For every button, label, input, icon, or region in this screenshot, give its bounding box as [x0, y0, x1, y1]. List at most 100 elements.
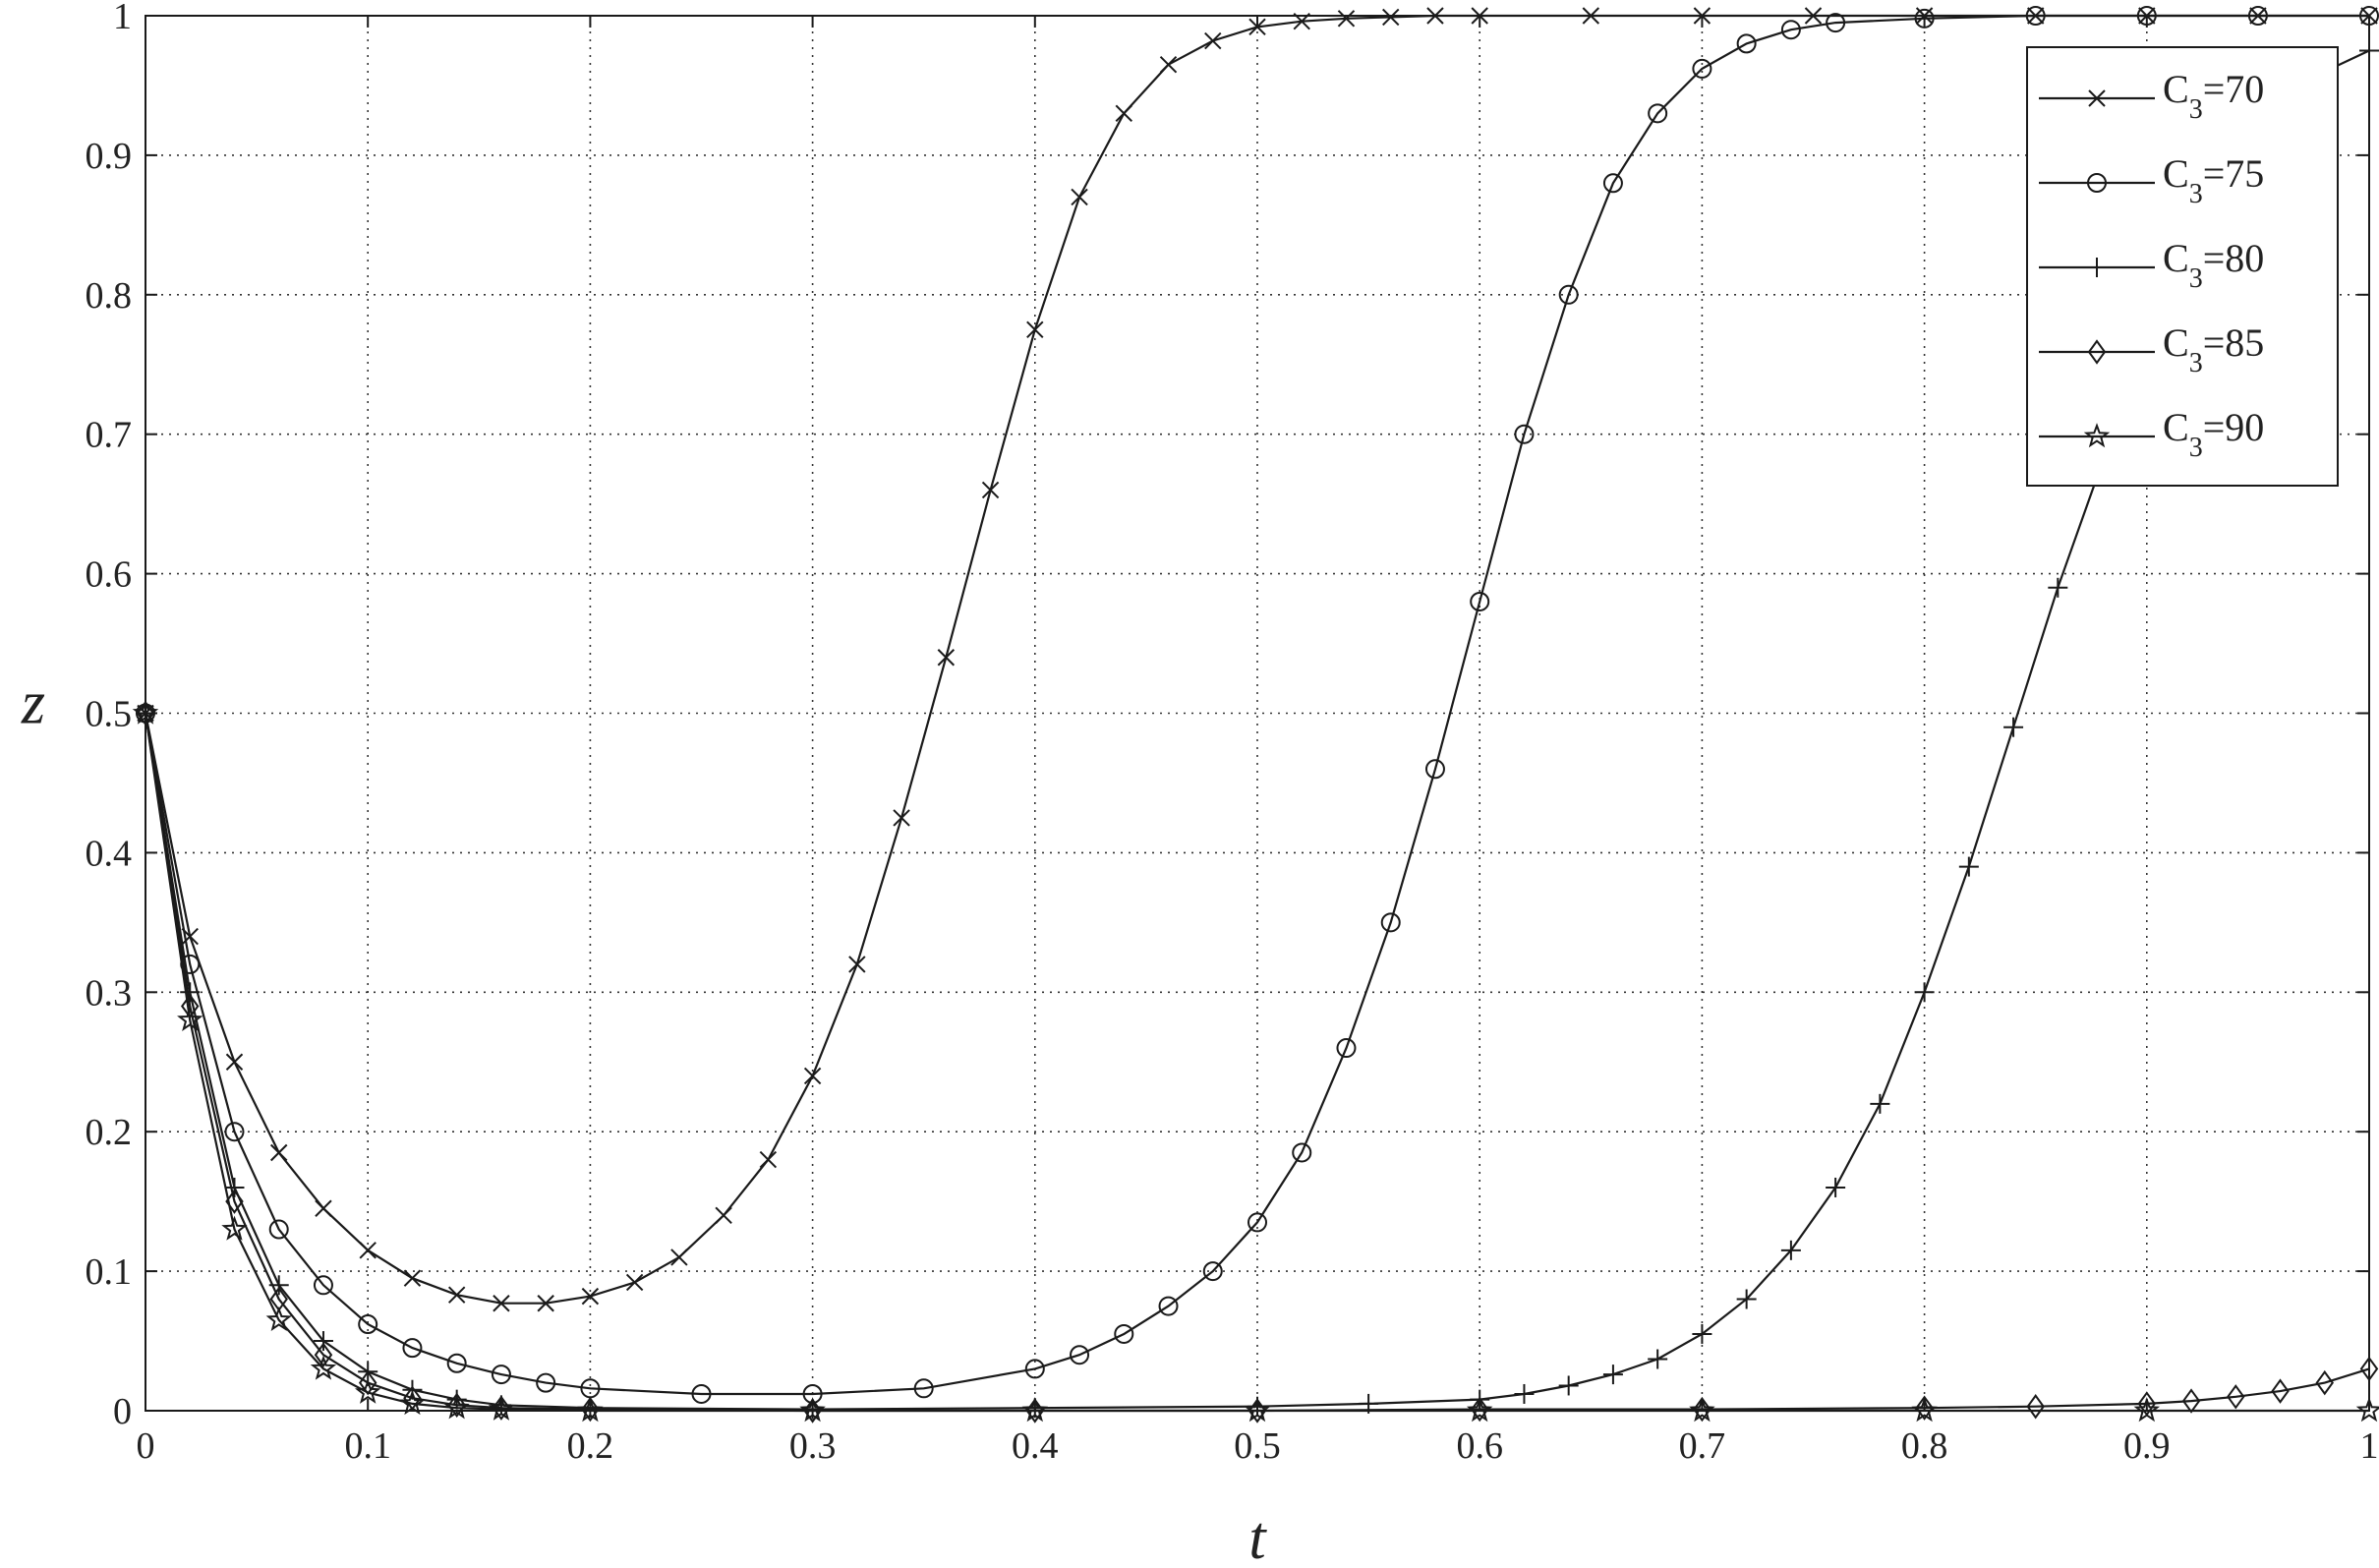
- plus-marker: [2003, 717, 2024, 737]
- x-marker: [759, 1150, 778, 1169]
- circle-marker: [224, 1122, 245, 1142]
- star-marker: [577, 1397, 604, 1423]
- x-marker: [270, 1143, 288, 1162]
- circle-marker: [1780, 20, 1801, 40]
- y-tick-label: 0.6: [86, 554, 133, 596]
- circle-marker: [1736, 33, 1757, 54]
- x-marker-stroke: [1382, 8, 1400, 27]
- x-tick-label: 0.3: [789, 1425, 837, 1467]
- plus-marker: [1648, 1349, 1668, 1369]
- x-marker-stroke: [315, 1199, 332, 1217]
- diamond-marker: [2227, 1384, 2245, 1410]
- diamond-marker: [2271, 1378, 2290, 1404]
- x-marker-stroke: [1337, 10, 1356, 28]
- x-marker: [1026, 320, 1044, 338]
- x-marker: [670, 1249, 688, 1266]
- circle-marker: [1558, 284, 1579, 305]
- x-marker: [1159, 55, 1178, 74]
- legend-label: C3=90: [2163, 405, 2264, 463]
- diamond-marker: [314, 1342, 333, 1367]
- diamond-marker: [1693, 1396, 1712, 1423]
- x-marker-stroke: [359, 1242, 377, 1259]
- legend-entry: C3=75: [2039, 151, 2264, 209]
- y-tick-label: 0.7: [86, 415, 133, 456]
- legend-label: C3=70: [2163, 67, 2264, 125]
- x-marker-stroke: [893, 809, 910, 827]
- plus-marker: [2087, 258, 2107, 277]
- x-tick-label: 0: [137, 1425, 155, 1467]
- diamond-marker: [2315, 1369, 2334, 1396]
- plus-marker: [1602, 1365, 1623, 1385]
- y-tick-label: 0.1: [86, 1251, 133, 1293]
- star-marker: [1021, 1397, 1049, 1423]
- circle-marker: [491, 1365, 511, 1385]
- star-marker: [399, 1390, 426, 1416]
- star-marker: [488, 1395, 515, 1421]
- star-marker: [1689, 1397, 1715, 1423]
- diamond-marker: [2087, 339, 2107, 365]
- diamond-marker: [492, 1395, 511, 1421]
- circle-marker: [1514, 424, 1535, 444]
- circle-marker: [268, 1219, 289, 1240]
- x-tick-label: 0.2: [567, 1425, 614, 1467]
- x-marker: [447, 1286, 466, 1304]
- circle-marker: [536, 1372, 556, 1393]
- star-marker: [310, 1355, 337, 1380]
- plus-marker: [224, 1177, 245, 1197]
- x-marker-stroke: [803, 1067, 822, 1085]
- x-marker-stroke: [581, 1287, 600, 1306]
- x-marker-stroke: [403, 1269, 422, 1287]
- x-marker: [1071, 188, 1088, 206]
- circle-marker: [1336, 1038, 1357, 1059]
- circle-marker: [1380, 912, 1401, 933]
- circle-marker: [1114, 1323, 1134, 1344]
- x-marker: [1382, 8, 1400, 27]
- y-axis-title: z: [21, 670, 45, 737]
- circle-marker: [691, 1383, 712, 1404]
- x-marker-stroke: [537, 1295, 554, 1312]
- x-tick-label: 1: [2360, 1425, 2379, 1467]
- circle-marker: [402, 1338, 423, 1359]
- diamond-marker: [1470, 1396, 1489, 1423]
- x-marker-stroke: [2088, 89, 2106, 107]
- y-tick-label: 0.3: [86, 972, 133, 1014]
- circle-marker: [1070, 1345, 1090, 1365]
- x-marker: [2088, 89, 2106, 107]
- star-marker: [1466, 1397, 1493, 1423]
- x-marker-stroke: [670, 1249, 688, 1266]
- star-marker: [354, 1378, 381, 1404]
- series-line: [144, 14, 2369, 1396]
- x-marker: [1337, 10, 1356, 28]
- circle-marker: [1202, 1261, 1223, 1282]
- x-marker: [1204, 31, 1222, 50]
- x-marker: [981, 481, 1000, 499]
- x-marker: [315, 1199, 332, 1217]
- y-tick-label: 0.9: [86, 136, 133, 177]
- legend-label: C3=80: [2163, 236, 2264, 294]
- plus-marker: [313, 1331, 333, 1352]
- x-marker-stroke: [848, 956, 866, 973]
- x-axis-title: t: [1248, 1505, 1267, 1568]
- x-tick-label: 0.4: [1012, 1425, 1059, 1467]
- circle-marker: [1424, 759, 1445, 780]
- circle-marker: [1826, 13, 1846, 33]
- diamond-marker: [447, 1392, 466, 1419]
- x-marker: [537, 1295, 554, 1312]
- axis-ticks: [145, 15, 2370, 1412]
- star-marker: [2355, 1397, 2379, 1423]
- x-marker-stroke: [270, 1143, 288, 1162]
- legend-entry: C3=80: [2039, 236, 2264, 294]
- x-marker: [803, 1067, 822, 1085]
- x-marker-stroke: [759, 1150, 778, 1169]
- x-marker: [403, 1269, 422, 1287]
- circle-marker: [1602, 173, 1623, 194]
- circle-marker: [1692, 58, 1712, 79]
- star-marker: [1911, 1397, 1938, 1423]
- circle-marker: [358, 1314, 378, 1335]
- plus-marker: [1692, 1323, 1712, 1344]
- legend-entry: C3=90: [2039, 405, 2264, 463]
- x-marker-stroke: [1026, 320, 1044, 338]
- x-tick-label: 0.1: [344, 1425, 391, 1467]
- x-marker: [359, 1242, 377, 1259]
- plus-marker: [1780, 1240, 1801, 1260]
